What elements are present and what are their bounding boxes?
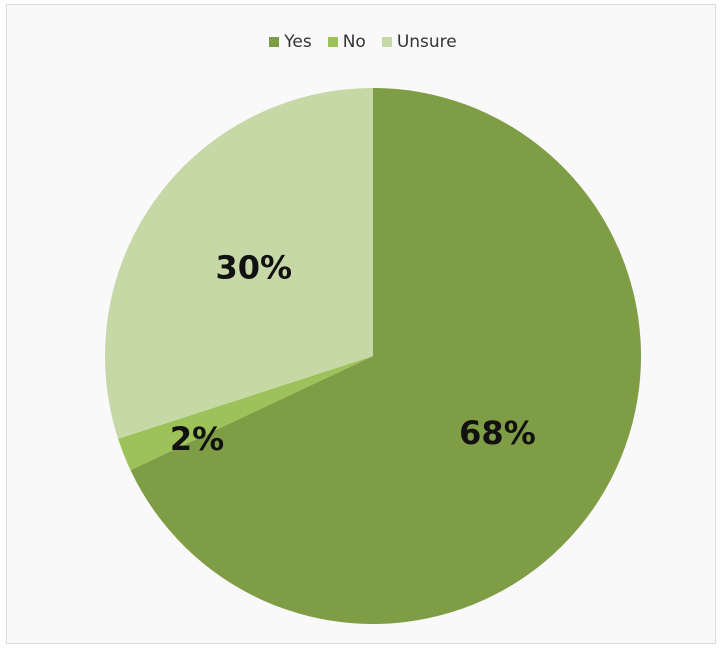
data-label-yes: 68% <box>459 414 536 452</box>
legend-item-unsure: Unsure <box>381 32 457 52</box>
data-label-unsure: 30% <box>215 248 292 286</box>
legend-label-no: No <box>342 32 366 52</box>
legend-item-yes: Yes <box>269 32 312 52</box>
legend-swatch-unsure <box>381 37 392 47</box>
legend-swatch-yes <box>269 37 280 47</box>
pie-slice-unsure <box>104 88 374 439</box>
pie-slice-no <box>118 356 373 471</box>
legend-swatch-no <box>327 37 338 47</box>
data-label-no: 2% <box>170 420 224 458</box>
legend-label-yes: Yes <box>284 32 312 52</box>
pie-slice-yes <box>130 88 641 624</box>
chart-legend: Yes No Unsure <box>0 32 726 52</box>
legend-label-unsure: Unsure <box>396 32 457 52</box>
legend-item-no: No <box>327 32 366 52</box>
